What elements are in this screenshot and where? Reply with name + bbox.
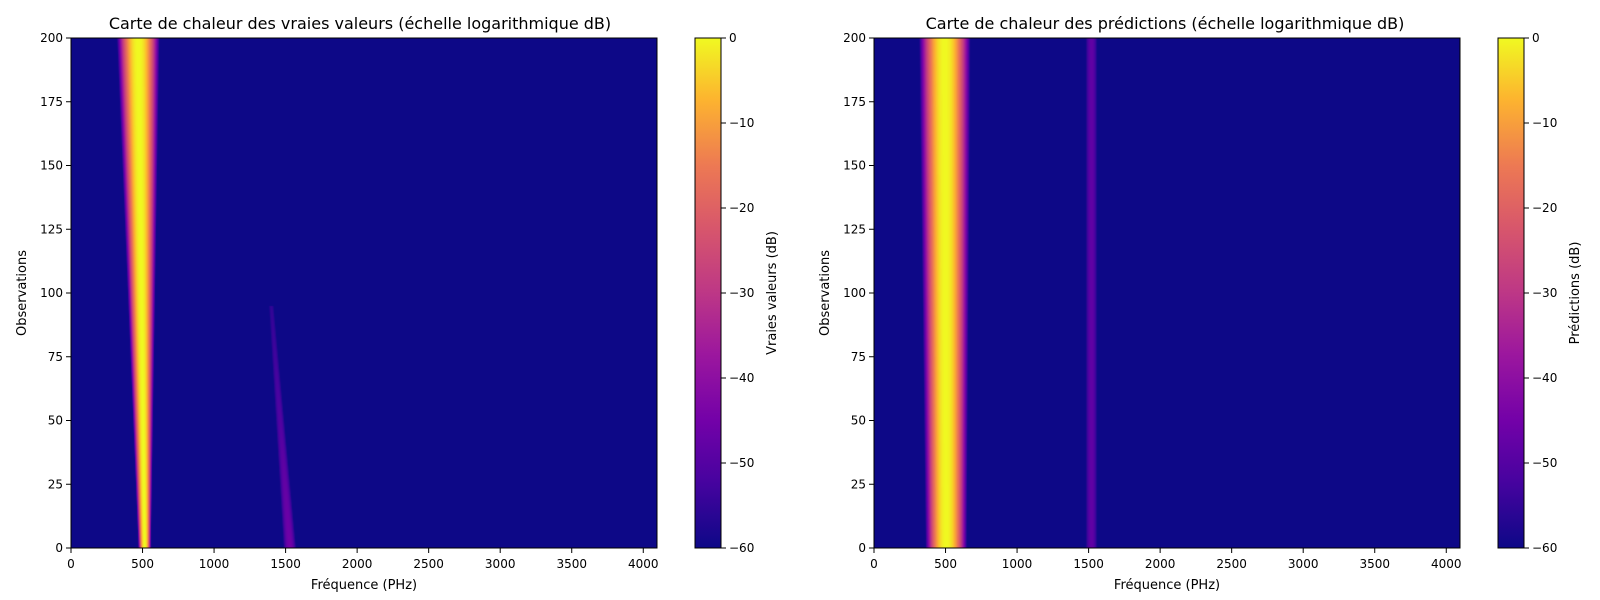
heatmap-plot-area <box>71 38 657 548</box>
colorbar-tick-label: 0 <box>1532 31 1540 45</box>
y-tick-label: 100 <box>843 286 866 300</box>
x-tick-label: 3500 <box>556 557 587 571</box>
y-tick-label: 75 <box>851 350 866 364</box>
x-tick-label: 1500 <box>1073 557 1104 571</box>
y-tick-label: 200 <box>40 31 63 45</box>
x-tick-label: 1000 <box>199 557 230 571</box>
y-tick-label: 50 <box>851 414 866 428</box>
x-axis-label: Fréquence (PHz) <box>311 578 417 593</box>
colorbar-tick-label: −60 <box>1532 541 1557 555</box>
x-tick-label: 2000 <box>1145 557 1176 571</box>
colorbar-tick-label: −50 <box>729 456 754 470</box>
y-tick-label: 100 <box>40 286 63 300</box>
heatmap-panel-true-values: Carte de chaleur des vraies valeurs (éch… <box>15 14 780 593</box>
y-tick-label: 75 <box>48 350 63 364</box>
y-tick-label: 25 <box>48 477 63 491</box>
y-tick-label: 175 <box>40 95 63 109</box>
chart-title: Carte de chaleur des prédictions (échell… <box>926 14 1405 33</box>
x-tick-label: 2500 <box>1216 557 1247 571</box>
colorbar-tick-label: 0 <box>729 31 737 45</box>
colorbar-tick-label: −30 <box>729 286 754 300</box>
x-tick-label: 3000 <box>1288 557 1319 571</box>
colorbar-tick-label: −60 <box>729 541 754 555</box>
colorbar-label: Prédictions (dB) <box>1568 242 1583 345</box>
colorbar-tick-label: −40 <box>729 371 754 385</box>
x-tick-label: 1500 <box>270 557 301 571</box>
x-tick-label: 0 <box>67 557 75 571</box>
x-tick-label: 2000 <box>342 557 373 571</box>
colorbar-ticks: 0 −10 −20 −30 −40 −50 −60 <box>1524 31 1557 555</box>
colorbar-ticks: 0 −10 −20 −30 −40 −50 −60 <box>721 31 754 555</box>
x-tick-label: 4000 <box>1431 557 1462 571</box>
colorbar-tick-label: −10 <box>1532 116 1557 130</box>
colorbar <box>1497 37 1525 549</box>
colorbar-tick-label: −10 <box>729 116 754 130</box>
x-tick-label: 2500 <box>413 557 444 571</box>
heatmap-plot-area <box>874 38 1460 548</box>
y-axis-label: Observations <box>818 250 833 336</box>
y-tick-label: 50 <box>48 414 63 428</box>
y-tick-label: 150 <box>40 159 63 173</box>
x-tick-label: 3000 <box>485 557 516 571</box>
x-axis-label: Fréquence (PHz) <box>1114 578 1220 593</box>
y-tick-label: 175 <box>843 95 866 109</box>
y-tick-label: 150 <box>843 159 866 173</box>
colorbar <box>694 37 722 549</box>
x-tick-label: 1000 <box>1002 557 1033 571</box>
x-axis-ticks: 0 500 1000 1500 2000 2500 3000 3500 4000 <box>870 548 1462 571</box>
colorbar-tick-label: −20 <box>1532 201 1557 215</box>
x-tick-label: 4000 <box>628 557 659 571</box>
y-tick-label: 25 <box>851 477 866 491</box>
y-axis-ticks: 0 25 50 75 100 125 150 175 200 <box>843 31 874 555</box>
chart-title: Carte de chaleur des vraies valeurs (éch… <box>109 14 611 33</box>
y-tick-label: 125 <box>40 222 63 236</box>
colorbar-tick-label: −40 <box>1532 371 1557 385</box>
y-tick-label: 200 <box>843 31 866 45</box>
y-tick-label: 125 <box>843 222 866 236</box>
x-tick-label: 3500 <box>1359 557 1390 571</box>
x-axis-ticks: 0 500 1000 1500 2000 2500 3000 3500 4000 <box>67 548 659 571</box>
y-axis-ticks: 0 25 50 75 100 125 150 175 200 <box>40 31 71 555</box>
colorbar-tick-label: −20 <box>729 201 754 215</box>
heatmap-panel-predictions: Carte de chaleur des prédictions (échell… <box>818 14 1583 593</box>
colorbar-label: Vraies valeurs (dB) <box>765 231 780 355</box>
y-tick-label: 0 <box>55 541 63 555</box>
colorbar-tick-label: −30 <box>1532 286 1557 300</box>
y-tick-label: 0 <box>858 541 866 555</box>
y-axis-label: Observations <box>15 250 30 336</box>
x-tick-label: 0 <box>870 557 878 571</box>
x-tick-label: 500 <box>934 557 957 571</box>
x-tick-label: 500 <box>131 557 154 571</box>
colorbar-tick-label: −50 <box>1532 456 1557 470</box>
